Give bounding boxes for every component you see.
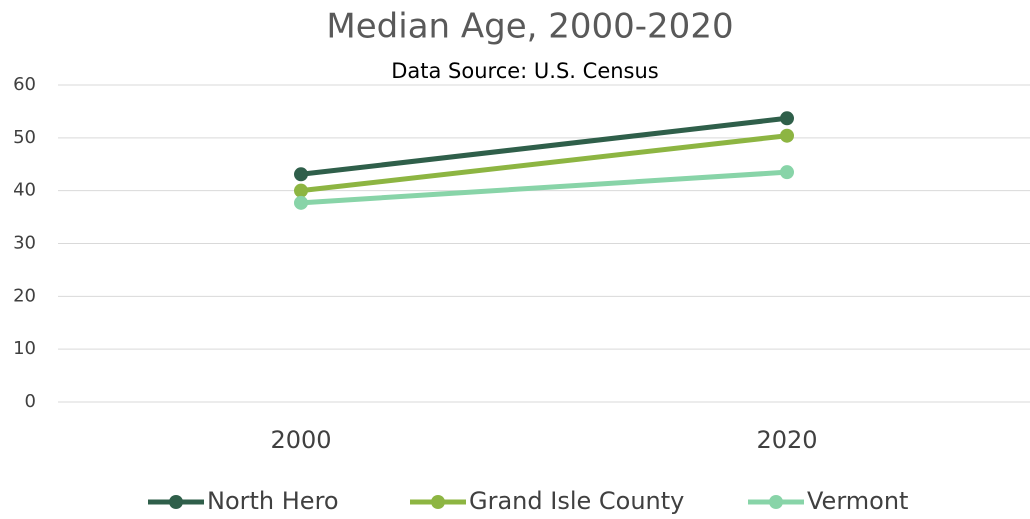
chart-title: Median Age, 2000-2020: [326, 7, 733, 47]
y-tick-label: 60: [13, 74, 36, 95]
marker: [294, 167, 308, 182]
y-tick-label: 20: [13, 285, 36, 306]
x-tick-label: 2000: [270, 426, 331, 454]
y-tick-label: 50: [13, 127, 36, 148]
line: [298, 169, 790, 206]
marker: [294, 183, 308, 198]
legend-marker: [431, 495, 445, 509]
marker: [780, 111, 794, 126]
marker: [780, 128, 794, 143]
chart-subtitle: Data Source: U.S. Census: [391, 59, 659, 83]
legend-label: Grand Isle County: [469, 487, 684, 515]
y-tick-label: 0: [25, 391, 36, 412]
legend-label: Vermont: [807, 487, 908, 515]
y-tick-label: 10: [13, 338, 36, 359]
x-tick-label: 2020: [756, 426, 817, 454]
line: [298, 133, 790, 194]
marker: [780, 165, 794, 180]
y-tick-label: 40: [13, 180, 36, 201]
legend-marker: [169, 495, 183, 509]
legend-marker: [769, 495, 783, 509]
marker: [294, 195, 308, 210]
legend-label: North Hero: [207, 487, 339, 515]
line: [298, 115, 790, 177]
y-tick-label: 30: [13, 233, 36, 254]
